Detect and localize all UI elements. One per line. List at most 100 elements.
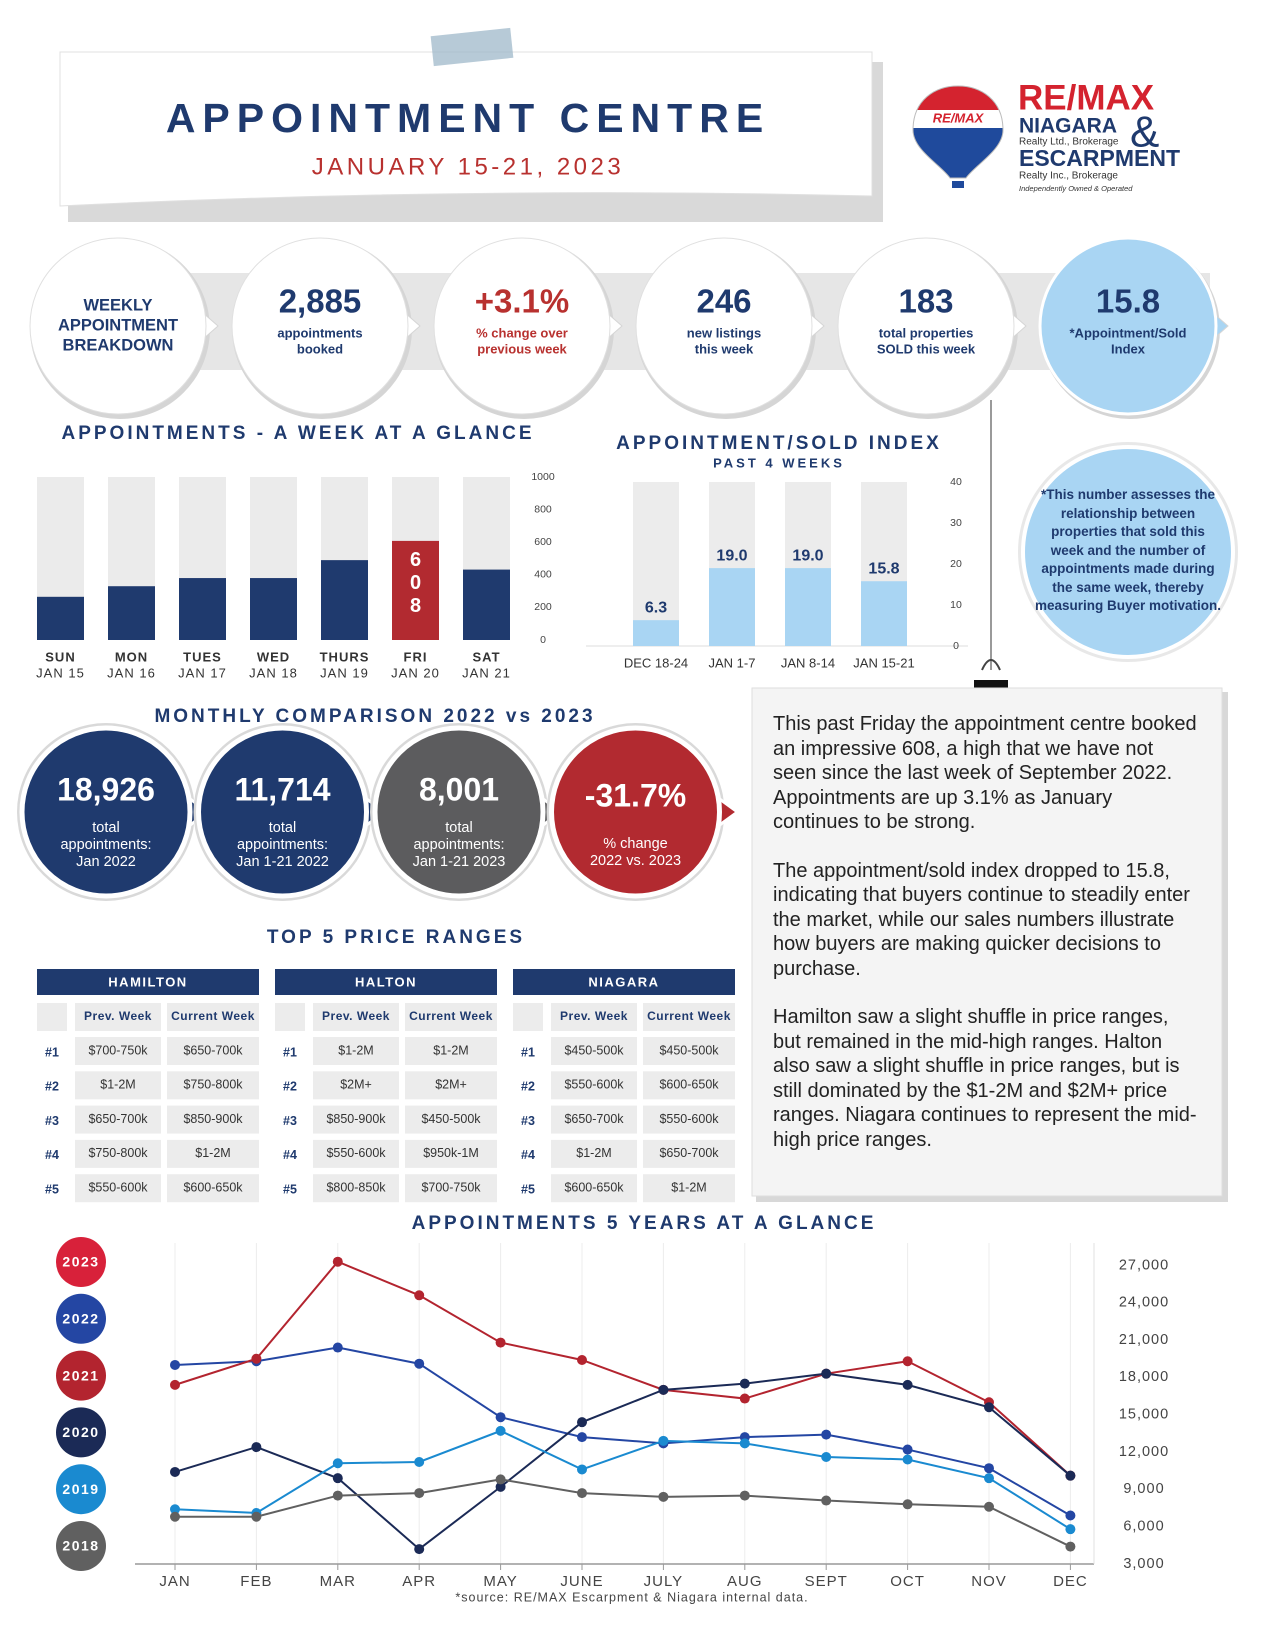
- table-cell: [405, 1037, 497, 1065]
- data-point: [170, 1359, 180, 1370]
- range: $550-600k: [564, 1078, 624, 1092]
- column-header: Current Week: [171, 1009, 255, 1023]
- range: $700-750k: [88, 1043, 148, 1057]
- commentary-box: [751, 687, 1223, 1197]
- weekly-label: WEEKLY: [83, 296, 152, 314]
- x-tick-sublabel: JAN 16: [107, 665, 156, 680]
- y-tick-label: 600: [534, 536, 552, 548]
- section-title: APPOINTMENTS 5 YEARS AT A GLANCE: [412, 1213, 877, 1234]
- range: $2M+: [340, 1078, 372, 1092]
- y-tick-label: 15,000: [1119, 1407, 1169, 1423]
- table-cell: [551, 1105, 637, 1134]
- legend-swatch: [56, 1464, 106, 1515]
- section-title: MONTHLY COMPARISON 2022 vs 2023: [154, 706, 595, 727]
- table-header: [513, 969, 735, 995]
- month-caption: total: [92, 820, 119, 836]
- y-tick-label: 3,000: [1123, 1556, 1164, 1572]
- column-header: Current Week: [409, 1009, 493, 1023]
- rank: #2: [521, 1080, 535, 1094]
- range: $450-500k: [564, 1043, 624, 1057]
- rank: #1: [45, 1045, 59, 1059]
- bar: [861, 581, 907, 646]
- title: APPOINTMENT CENTRE: [166, 95, 770, 141]
- stat-circle: [231, 237, 409, 415]
- data-point: [577, 1432, 587, 1443]
- y-tick-label: 400: [534, 569, 552, 581]
- data-point: [414, 1358, 425, 1369]
- month-caption: Jan 1-21 2023: [413, 854, 506, 870]
- range: $650-700k: [564, 1112, 624, 1126]
- table-cell: [405, 1105, 497, 1134]
- data-point: [495, 1425, 506, 1436]
- table-cell: [643, 1003, 735, 1031]
- logo-line1-sub: Realty Ltd., Brokerage: [1019, 137, 1119, 148]
- x-tick-label: AUG: [727, 1573, 763, 1590]
- month-caption: total: [269, 820, 296, 836]
- table-cell: [551, 1071, 637, 1100]
- stat-value: +3.1%: [475, 283, 570, 320]
- section-title: APPOINTMENT/SOLD INDEX: [616, 433, 942, 454]
- month-circle: [549, 725, 722, 899]
- stat-caption: booked: [297, 341, 343, 356]
- table-cell: [167, 1071, 259, 1100]
- data-point: [821, 1495, 832, 1506]
- data-point: [902, 1356, 913, 1367]
- table-header: [37, 969, 259, 995]
- bar: [709, 568, 755, 646]
- legend-label: 2020: [62, 1424, 99, 1440]
- table-cell: [405, 1071, 497, 1100]
- y-tick-label: 9,000: [1123, 1481, 1164, 1497]
- table-name: HAMILTON: [108, 974, 187, 989]
- value-label: 19.0: [792, 547, 823, 564]
- table-cell: [551, 1003, 637, 1031]
- range: $950k-1M: [423, 1146, 479, 1160]
- rank: #5: [521, 1182, 535, 1196]
- stat-caption: SOLD this week: [877, 341, 976, 356]
- stat-caption: total properties: [879, 325, 974, 340]
- legend-label: 2021: [62, 1367, 99, 1383]
- rank: #3: [283, 1114, 297, 1128]
- month-caption: Jan 2022: [76, 854, 136, 870]
- y-tick-label: 12,000: [1119, 1444, 1169, 1460]
- legend-label: 2023: [62, 1254, 99, 1270]
- table-cell: [75, 1105, 161, 1134]
- stat-caption: previous week: [477, 341, 567, 356]
- balloon-white: [913, 110, 1003, 128]
- data-point: [495, 1412, 506, 1423]
- y-tick-label: 10: [950, 599, 962, 611]
- logo-brand: RE/MAX: [1018, 78, 1155, 117]
- rank: #2: [45, 1080, 59, 1094]
- note-circle: [1021, 445, 1235, 659]
- range: $1-2M: [100, 1078, 135, 1092]
- legend-label: 2018: [62, 1538, 99, 1554]
- table-cell: [551, 1139, 637, 1168]
- month-value: 8,001: [419, 771, 499, 807]
- x-tick-label: APR: [402, 1573, 436, 1590]
- bar: [179, 578, 226, 640]
- data-point: [170, 1466, 180, 1477]
- table-cell: [313, 1037, 399, 1065]
- tape: [430, 27, 514, 67]
- range: $1-2M: [195, 1146, 230, 1160]
- data-point: [251, 1511, 262, 1522]
- range: $550-600k: [659, 1112, 719, 1126]
- data-point: [332, 1256, 343, 1267]
- rank: #4: [283, 1148, 297, 1162]
- table-cell: [167, 1105, 259, 1134]
- bar: [108, 586, 155, 640]
- y-tick-label: 0: [540, 634, 546, 646]
- data-point: [658, 1435, 669, 1446]
- section-title: TOP 5 PRICE RANGES: [267, 927, 525, 948]
- x-tick-label: OCT: [890, 1573, 925, 1590]
- range: $2M+: [435, 1078, 467, 1092]
- stat-caption: new listings: [687, 325, 761, 340]
- table-cell: [167, 1174, 259, 1203]
- range: $1-2M: [671, 1180, 706, 1194]
- range: $850-900k: [183, 1112, 243, 1126]
- range: $750-800k: [183, 1078, 243, 1092]
- data-point: [332, 1490, 343, 1501]
- series-line: [174, 1372, 1072, 1551]
- data-point: [902, 1454, 913, 1465]
- range: $600-650k: [183, 1180, 243, 1194]
- month-value: -31.7%: [585, 777, 686, 813]
